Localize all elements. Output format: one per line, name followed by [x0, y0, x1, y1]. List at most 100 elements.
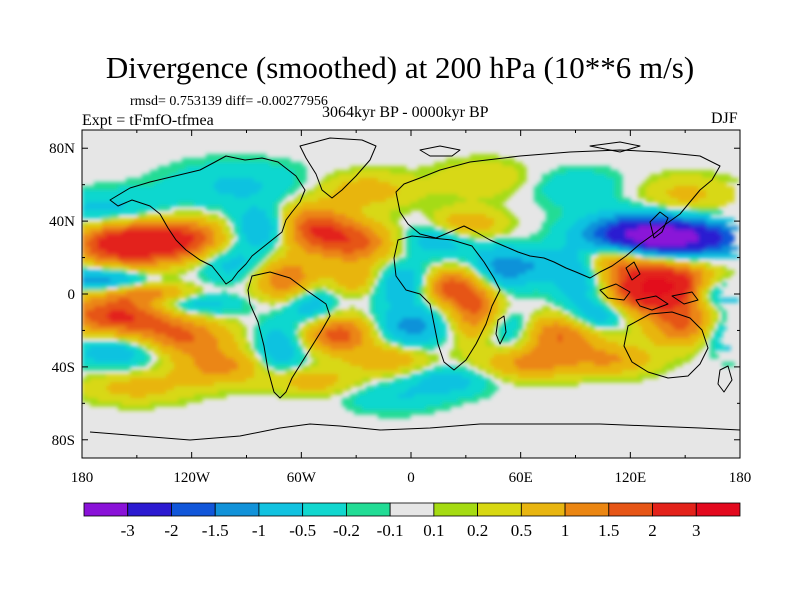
- field-cell: [286, 190, 295, 195]
- field-cell: [230, 258, 247, 263]
- coastline-arctic-islands: [419, 141, 641, 157]
- field-cell: [698, 210, 723, 215]
- field-cell: [450, 318, 455, 323]
- field-cell: [486, 202, 503, 207]
- field-cell: [410, 354, 427, 359]
- field-cell: [170, 370, 203, 375]
- field-cell: [518, 366, 555, 371]
- field-cell: [262, 354, 271, 359]
- field-cell: [374, 306, 391, 311]
- field-cell: [98, 254, 119, 259]
- field-cell: [230, 330, 243, 335]
- field-cell: [606, 350, 647, 355]
- field-cell: [226, 226, 231, 231]
- field-cell: [86, 242, 99, 247]
- field-cell: [454, 330, 463, 335]
- field-cell: [434, 214, 451, 219]
- field-cell: [350, 338, 363, 343]
- field-cell: [278, 198, 283, 203]
- field-cell: [134, 354, 147, 359]
- field-cell: [410, 250, 479, 255]
- field-cell: [454, 230, 459, 235]
- field-cell: [246, 354, 255, 359]
- field-cell: [386, 198, 419, 203]
- field-cell: [450, 302, 459, 307]
- field-cell: [626, 314, 631, 319]
- field-cell: [442, 226, 447, 231]
- field-cell: [338, 374, 383, 379]
- field-cell: [162, 274, 179, 279]
- field-cell: [90, 230, 103, 235]
- field-cell: [250, 194, 283, 199]
- field-cell: [466, 270, 475, 275]
- field-cell: [498, 298, 507, 303]
- field-cell: [414, 394, 475, 399]
- field-cell: [374, 298, 387, 303]
- field-cell: [478, 374, 483, 379]
- field-cell: [82, 346, 91, 351]
- field-cell: [698, 198, 735, 203]
- field-cell: [206, 314, 215, 319]
- field-cell: [442, 298, 455, 303]
- field-cell: [686, 242, 719, 247]
- field-cell: [566, 294, 587, 299]
- field-cell: [710, 350, 715, 355]
- field-cell: [622, 314, 627, 319]
- field-cell: [506, 214, 515, 219]
- field-cell: [502, 330, 515, 335]
- field-cell: [370, 254, 387, 259]
- field-cell: [438, 294, 447, 299]
- field-cell: [258, 258, 263, 263]
- colorbar-label: -2: [164, 521, 178, 540]
- field-cell: [466, 282, 475, 287]
- field-cell: [582, 318, 587, 323]
- field-cell: [206, 326, 227, 331]
- field-cell: [398, 238, 403, 243]
- field-cell: [674, 270, 691, 275]
- field-cell: [326, 174, 339, 179]
- field-cell: [354, 218, 375, 223]
- field-cell: [222, 350, 243, 355]
- field-cell: [454, 318, 463, 323]
- field-cell: [698, 186, 735, 191]
- field-cell: [566, 238, 587, 243]
- field-cell: [426, 194, 459, 199]
- field-cell: [534, 326, 543, 331]
- field-cell: [462, 306, 483, 311]
- field-cell: [414, 374, 431, 379]
- field-cell: [698, 338, 707, 343]
- field-cell: [378, 266, 383, 271]
- field-cell: [202, 230, 215, 235]
- field-cell: [602, 270, 611, 275]
- field-cell: [370, 226, 387, 231]
- field-cell: [610, 266, 619, 271]
- field-cell: [258, 318, 267, 323]
- colorbar-swatch: [127, 502, 172, 517]
- field-cell: [358, 390, 367, 395]
- field-cell: [122, 262, 159, 267]
- field-cell: [430, 174, 519, 179]
- field-cell: [302, 318, 307, 323]
- field-cell: [282, 194, 287, 199]
- field-cell: [210, 278, 239, 283]
- field-cell: [434, 302, 439, 307]
- field-cell: [174, 298, 179, 303]
- field-cell: [342, 230, 363, 235]
- field-cell: [422, 290, 427, 295]
- field-cell: [598, 262, 611, 267]
- field-cell: [182, 302, 195, 307]
- field-cell: [702, 298, 707, 303]
- field-cell: [438, 170, 519, 175]
- field-cell: [502, 294, 507, 299]
- field-cell: [722, 226, 739, 231]
- field-cell: [294, 182, 303, 187]
- field-cell: [102, 266, 111, 271]
- field-cell: [334, 290, 343, 295]
- field-cell: [606, 294, 615, 299]
- field-cell: [502, 378, 511, 383]
- field-cell: [638, 374, 659, 379]
- field-cell: [410, 238, 419, 243]
- field-cell: [294, 174, 307, 179]
- field-cell: [414, 302, 427, 307]
- field-cell: [82, 358, 95, 363]
